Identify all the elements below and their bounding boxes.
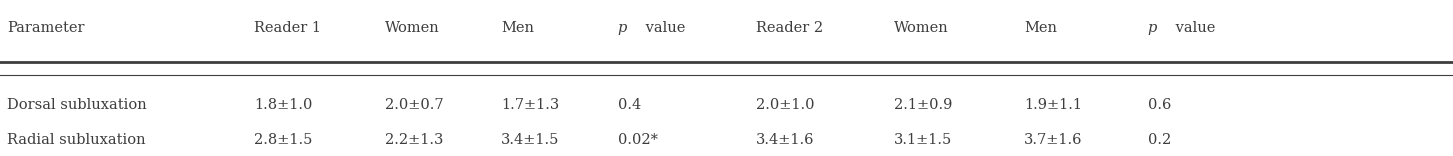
Text: Women: Women: [894, 21, 949, 35]
Text: 3.1±1.5: 3.1±1.5: [894, 133, 952, 147]
Text: 0.6: 0.6: [1148, 98, 1171, 112]
Text: 0.2: 0.2: [1148, 133, 1171, 147]
Text: 2.0±1.0: 2.0±1.0: [756, 98, 814, 112]
Text: Parameter: Parameter: [7, 21, 84, 35]
Text: 2.1±0.9: 2.1±0.9: [894, 98, 952, 112]
Text: Men: Men: [501, 21, 535, 35]
Text: 3.4±1.5: 3.4±1.5: [501, 133, 559, 147]
Text: 1.8±1.0: 1.8±1.0: [254, 98, 312, 112]
Text: 0.02*: 0.02*: [618, 133, 658, 147]
Text: 1.9±1.1: 1.9±1.1: [1024, 98, 1082, 112]
Text: Dorsal subluxation: Dorsal subluxation: [7, 98, 147, 112]
Text: 3.4±1.6: 3.4±1.6: [756, 133, 814, 147]
Text: p: p: [618, 21, 626, 35]
Text: p: p: [1148, 21, 1157, 35]
Text: Women: Women: [385, 21, 440, 35]
Text: 2.2±1.3: 2.2±1.3: [385, 133, 443, 147]
Text: Reader 2: Reader 2: [756, 21, 822, 35]
Text: Reader 1: Reader 1: [254, 21, 321, 35]
Text: value: value: [1171, 21, 1216, 35]
Text: Radial subluxation: Radial subluxation: [7, 133, 145, 147]
Text: 0.4: 0.4: [618, 98, 641, 112]
Text: 1.7±1.3: 1.7±1.3: [501, 98, 559, 112]
Text: 2.0±0.7: 2.0±0.7: [385, 98, 443, 112]
Text: value: value: [641, 21, 686, 35]
Text: 3.7±1.6: 3.7±1.6: [1024, 133, 1082, 147]
Text: Men: Men: [1024, 21, 1058, 35]
Text: 2.8±1.5: 2.8±1.5: [254, 133, 312, 147]
